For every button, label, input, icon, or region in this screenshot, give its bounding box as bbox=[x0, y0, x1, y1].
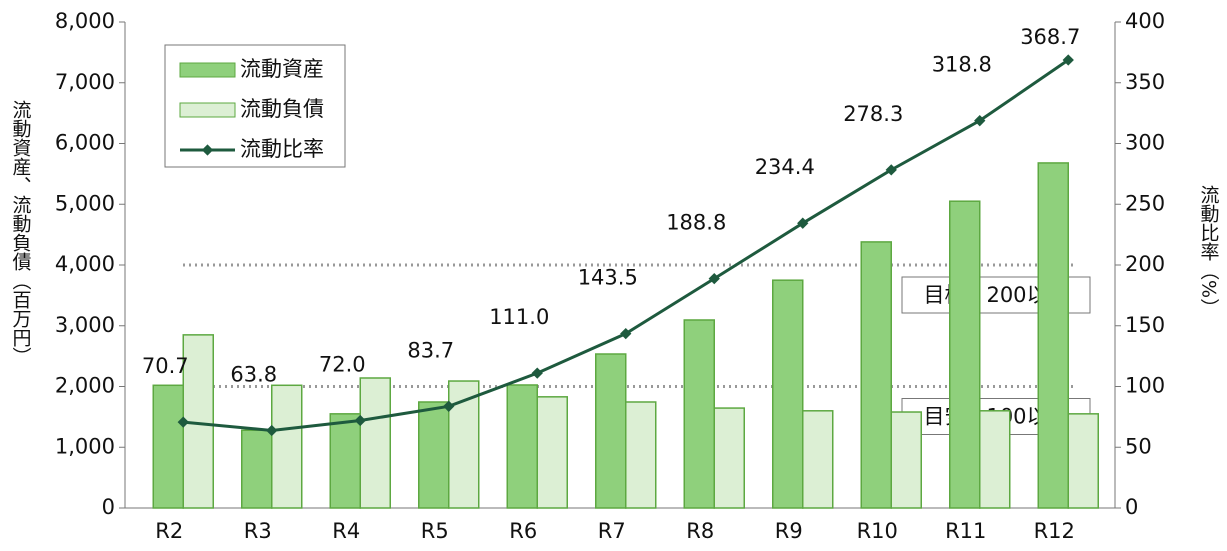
bar bbox=[979, 410, 1011, 509]
bar bbox=[241, 429, 273, 509]
bar bbox=[271, 384, 303, 509]
bar bbox=[329, 413, 361, 509]
marker bbox=[885, 164, 897, 176]
y2-tick-label: 100 bbox=[1125, 374, 1165, 398]
marker bbox=[708, 272, 720, 285]
y-tick-label: 8,000 bbox=[55, 9, 115, 33]
data-label: 70.7 bbox=[142, 354, 189, 378]
bar bbox=[506, 384, 538, 509]
bar bbox=[860, 241, 892, 509]
legend-label: 流動比率 bbox=[240, 137, 324, 161]
y-tick-label: 7,000 bbox=[55, 70, 115, 94]
marker bbox=[620, 327, 632, 340]
y2-axis-title: 流動比率（%） bbox=[1198, 185, 1220, 317]
marker bbox=[1062, 54, 1074, 66]
y-tick-label: 4,000 bbox=[55, 252, 115, 276]
marker bbox=[177, 416, 189, 428]
x-tick-label: R11 bbox=[945, 519, 986, 543]
y-tick-label: 2,000 bbox=[55, 374, 115, 398]
bar bbox=[683, 319, 715, 509]
y-tick-label: 3,000 bbox=[55, 313, 115, 337]
bar bbox=[949, 200, 981, 509]
data-label: 278.3 bbox=[843, 102, 903, 126]
bar bbox=[359, 377, 391, 509]
x-tick-label: R8 bbox=[686, 519, 714, 543]
data-label: 72.0 bbox=[319, 353, 366, 377]
marker bbox=[354, 414, 366, 427]
y2-tick-label: 250 bbox=[1125, 191, 1165, 215]
y2-tick-label: 300 bbox=[1125, 131, 1165, 155]
x-tick-label: R10 bbox=[857, 519, 898, 543]
y2-tick-label: 400 bbox=[1125, 9, 1165, 33]
bar bbox=[1037, 162, 1069, 509]
bar bbox=[772, 279, 804, 509]
data-label: 83.7 bbox=[407, 338, 454, 362]
x-tick-label: R5 bbox=[421, 519, 449, 543]
marker bbox=[531, 367, 543, 379]
legend-label: 流動負債 bbox=[240, 97, 324, 121]
data-label: 318.8 bbox=[932, 53, 992, 77]
y2-tick-label: 50 bbox=[1125, 434, 1152, 458]
legend-marker bbox=[201, 144, 214, 156]
x-tick-label: R4 bbox=[332, 519, 360, 543]
data-label: 111.0 bbox=[489, 305, 549, 329]
x-tick-label: R6 bbox=[509, 519, 537, 543]
x-tick-label: R9 bbox=[775, 519, 803, 543]
y-tick-label: 5,000 bbox=[55, 191, 115, 215]
y-tick-label: 0 bbox=[102, 495, 115, 519]
x-tick-label: R3 bbox=[244, 519, 272, 543]
y-tick-label: 1,000 bbox=[55, 434, 115, 458]
bar bbox=[152, 384, 184, 509]
bar bbox=[1067, 413, 1099, 509]
legend-swatch bbox=[179, 62, 236, 78]
bar bbox=[713, 407, 745, 509]
data-label: 234.4 bbox=[755, 155, 815, 179]
marker bbox=[443, 400, 455, 412]
x-tick-label: R7 bbox=[598, 519, 626, 543]
bar bbox=[890, 411, 922, 509]
bar bbox=[418, 401, 450, 509]
y2-tick-label: 200 bbox=[1125, 252, 1165, 276]
bar bbox=[595, 353, 627, 509]
y-axis-title: 流動資産、流動負債（百万円） bbox=[10, 100, 32, 366]
legend-label: 流動資産 bbox=[240, 57, 324, 81]
x-tick-label: R2 bbox=[155, 519, 183, 543]
y2-tick-label: 150 bbox=[1125, 313, 1165, 337]
data-label: 143.5 bbox=[578, 266, 638, 290]
bar bbox=[625, 401, 657, 509]
bar bbox=[802, 410, 834, 509]
y-tick-label: 6,000 bbox=[55, 131, 115, 155]
legend-swatch bbox=[179, 102, 236, 118]
data-label: 368.7 bbox=[1020, 25, 1080, 49]
x-tick-label: R12 bbox=[1034, 519, 1075, 543]
data-label: 188.8 bbox=[666, 211, 726, 235]
marker bbox=[266, 424, 278, 437]
y2-tick-label: 350 bbox=[1125, 70, 1165, 94]
y2-tick-label: 0 bbox=[1125, 495, 1138, 519]
data-label: 63.8 bbox=[230, 362, 277, 386]
bar bbox=[536, 396, 568, 509]
marker bbox=[797, 217, 809, 229]
